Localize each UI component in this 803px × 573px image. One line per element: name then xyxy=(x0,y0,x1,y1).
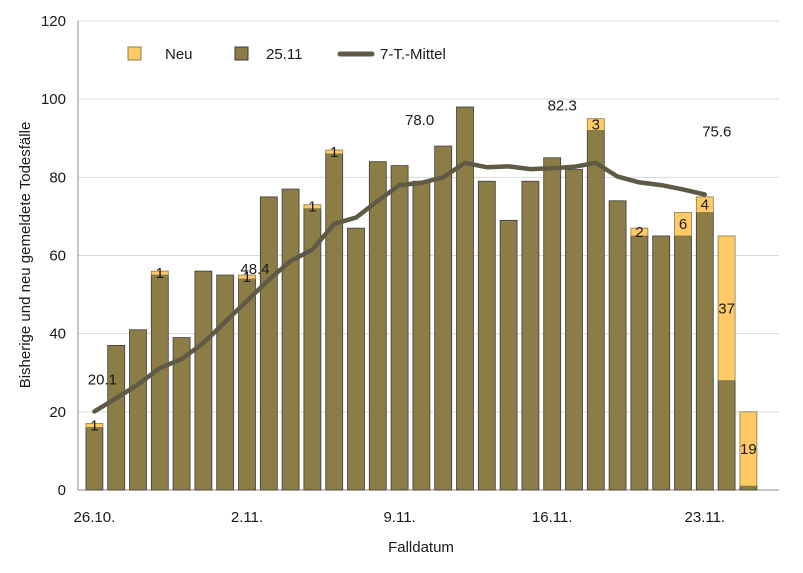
bar-new-label: 1 xyxy=(156,265,164,282)
x-tick-label: 16.11. xyxy=(532,509,573,526)
y-tick-label: 40 xyxy=(49,326,66,343)
x-tick-label: 2.11. xyxy=(231,509,263,526)
x-tick-label: 23.11. xyxy=(685,509,726,526)
bar-old xyxy=(238,278,256,491)
bar-new xyxy=(303,204,322,209)
bar-new-label: 37 xyxy=(718,300,735,317)
y-tick-label: 0 xyxy=(58,482,66,499)
bars xyxy=(85,106,758,491)
y-tick-label: 100 xyxy=(41,91,66,108)
bar-new-label: 3 xyxy=(592,117,600,134)
bar-new xyxy=(325,149,344,155)
bar-old xyxy=(477,180,496,491)
bar-new xyxy=(150,270,169,276)
bar-old xyxy=(281,188,300,491)
bar-old xyxy=(216,274,235,491)
x-tick-label: 9.11. xyxy=(383,509,415,526)
bar-new-label: 2 xyxy=(635,224,643,241)
bar-old xyxy=(347,227,365,491)
bar-old xyxy=(543,157,562,491)
bar-old xyxy=(412,180,431,491)
y-tick-label: 80 xyxy=(49,169,66,186)
average-annotation: 20.1 xyxy=(88,371,117,388)
bar-new-label: 1 xyxy=(308,199,316,216)
bar-old xyxy=(172,337,191,491)
average-annotation: 48.4 xyxy=(240,261,269,278)
bar-new xyxy=(674,212,692,237)
average-annotation: 78.0 xyxy=(405,112,434,129)
bar-old xyxy=(368,161,387,491)
bar-new-label: 6 xyxy=(679,216,687,233)
moving-average-path xyxy=(92,160,708,414)
x-axis-title: Falldatum xyxy=(388,539,454,556)
average-annotation: 75.6 xyxy=(702,124,731,141)
bar-old xyxy=(390,165,409,491)
legend-label-line: 7-T.-Mittel xyxy=(380,46,446,63)
y-axis-title: Bisherige und neu gemeldete Todesfälle xyxy=(17,122,34,389)
bar-old xyxy=(107,344,126,491)
bar-old xyxy=(630,235,649,491)
bar-old xyxy=(129,329,147,491)
bar-old xyxy=(499,219,518,491)
bar-old xyxy=(150,274,169,491)
bar-new-label: 1 xyxy=(90,418,98,435)
bar-old xyxy=(565,169,583,491)
bar-old xyxy=(652,235,671,491)
bar-new-label: 1 xyxy=(243,269,251,286)
bar-new xyxy=(238,274,256,280)
bar-labels: 1 1 1 1 1 3 2 64 37 19 xyxy=(90,117,757,458)
bar-new-label: 1 xyxy=(330,144,338,161)
bar-old xyxy=(434,145,453,491)
legend: Neu 25.11 7-T.-Mittel xyxy=(106,36,490,66)
bar-new xyxy=(717,235,736,381)
x-axis-ticks: 26.10. 2.11. 9.11. 16.11. 23.11. xyxy=(74,509,726,526)
bar-old xyxy=(521,180,540,491)
bar-new-label: 19 xyxy=(740,441,757,458)
legend-label-old: 25.11 xyxy=(266,46,302,63)
moving-average-line xyxy=(92,160,708,414)
bar-old xyxy=(194,270,213,491)
y-tick-label: 120 xyxy=(41,13,66,30)
average-annotation: 82.3 xyxy=(548,97,577,114)
bar-old xyxy=(85,427,104,491)
bar-new xyxy=(695,196,714,213)
bar-new xyxy=(630,227,649,237)
bar-new xyxy=(85,423,104,428)
y-axis-ticks: 0 20 40 60 80 100 120 xyxy=(41,13,66,499)
legend-swatch-neu xyxy=(127,46,142,61)
y-tick-label: 60 xyxy=(49,248,66,265)
bar-old xyxy=(325,153,344,491)
bar-old xyxy=(586,130,605,491)
bar-old xyxy=(739,485,758,491)
legend-swatch-old xyxy=(234,46,249,61)
legend-label-neu: Neu xyxy=(165,46,193,63)
bar-old xyxy=(259,196,278,491)
bar-new-label: 4 xyxy=(701,197,709,214)
bar-new xyxy=(586,118,605,131)
average-annotations: 20.1 48.4 78.0 82.3 75.6 xyxy=(88,97,732,388)
bar-old xyxy=(456,106,474,491)
y-tick-label: 20 xyxy=(49,404,66,421)
x-tick-label: 26.10. xyxy=(74,509,116,526)
bar-old xyxy=(608,200,627,491)
bar-old xyxy=(674,235,692,491)
bar-new xyxy=(739,411,758,487)
bar-old xyxy=(695,212,714,491)
bar-old xyxy=(717,380,736,491)
